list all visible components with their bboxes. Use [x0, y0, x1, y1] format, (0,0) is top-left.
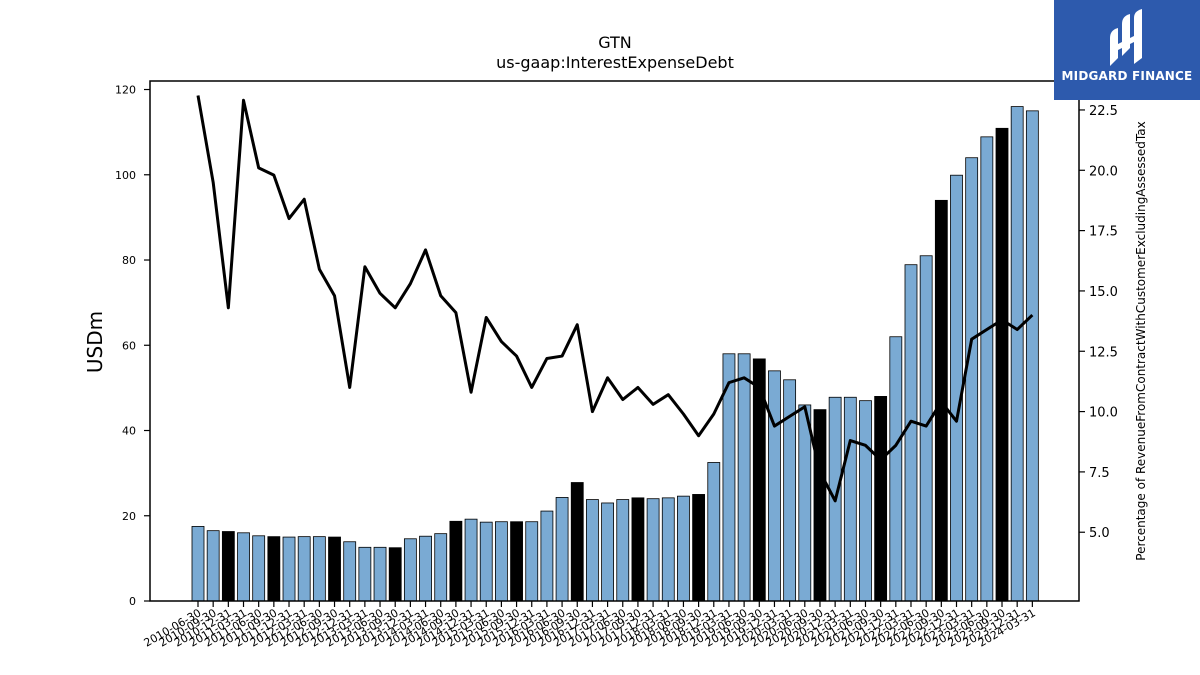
bar-2021-12-31 [889, 336, 903, 602]
bar-2014-12-31 [464, 518, 478, 602]
bar-2010-12-31 [221, 531, 235, 602]
bar-2015-09-30 [510, 521, 523, 602]
y-tick-label: 0 [129, 595, 136, 608]
bar-2022-12-31 [950, 174, 963, 602]
y2-ticks: 5.0 7.5 10.0 12.5 15.0 17.5 20.0 22.5 [1079, 104, 1118, 541]
y2-tick-label: 5.0 [1089, 526, 1110, 541]
y-ticks: 0 20 40 60 80 100 120 [115, 84, 150, 608]
y2-tick-label: 17.5 [1089, 225, 1118, 240]
bar-2013-09-30 [388, 547, 402, 602]
y-axis-label: USDm [83, 311, 107, 373]
bar-2012-06-30 [312, 536, 326, 602]
bar-2010-06-30 [191, 526, 205, 602]
chart-title: GTN [598, 33, 632, 52]
logo-text: MIDGARD FINANCE [1061, 69, 1193, 83]
y-tick-label: 40 [122, 425, 136, 438]
y2-tick-label: 20.0 [1089, 164, 1118, 179]
x-ticks: 2010-06-302010-09-302010-12-312011-03-31… [142, 601, 1038, 650]
bar-2018-09-30 [692, 494, 706, 602]
chart-subtitle: us-gaap:InterestExpenseDebt [496, 53, 734, 72]
bar-2013-06-30 [373, 546, 387, 602]
bar-2018-12-31 [707, 462, 721, 602]
bar-2021-09-30 [874, 396, 888, 602]
y2-tick-label: 12.5 [1089, 345, 1118, 360]
bar-2023-06-30 [980, 136, 994, 602]
bar-2010-09-30 [206, 530, 220, 602]
ratio-series-line [196, 95, 1034, 503]
bar-2016-12-31 [586, 499, 599, 602]
midgard-finance-logo: MIDGARD FINANCE [1054, 0, 1200, 100]
y2-tick-label: 10.0 [1089, 406, 1118, 421]
midgard-logo-icon [1110, 9, 1142, 66]
bar-2014-06-30 [434, 533, 448, 602]
bar-2019-12-31 [768, 370, 781, 602]
plot-frame [149, 80, 1080, 602]
bar-2011-03-31 [237, 532, 250, 602]
bar-2021-03-31 [843, 396, 857, 602]
bar-2014-03-31 [419, 535, 432, 602]
bar-2023-03-31 [965, 157, 979, 602]
bar-2017-06-30 [616, 499, 630, 602]
bar-2022-06-30 [919, 255, 933, 602]
y2-tick-label: 7.5 [1089, 466, 1110, 481]
bar-2017-12-31 [646, 498, 660, 602]
bar-2012-03-31 [297, 536, 311, 602]
bar-2016-09-30 [570, 482, 584, 602]
bar-2018-06-30 [677, 495, 690, 602]
y-tick-label: 80 [122, 254, 136, 267]
bar-2018-03-31 [661, 497, 675, 602]
bar-2015-03-31 [479, 521, 493, 602]
bar-2023-12-31 [1010, 106, 1024, 602]
bar-2020-09-30 [813, 409, 827, 602]
y-tick-label: 120 [115, 84, 136, 97]
bar-2016-03-31 [540, 510, 554, 602]
bar-2011-06-30 [252, 535, 266, 602]
bar-2021-06-30 [859, 400, 872, 602]
bar-2017-03-31 [601, 502, 614, 602]
bar-2023-09-30 [995, 127, 1009, 602]
bar-2024-03-31 [1025, 110, 1039, 602]
y-tick-label: 100 [115, 169, 136, 182]
bar-2016-06-30 [555, 497, 569, 602]
bar-2019-06-30 [737, 353, 751, 602]
bar-2013-12-31 [403, 538, 417, 602]
bar-2012-09-30 [328, 536, 341, 602]
bar-2017-09-30 [631, 497, 645, 602]
bar-2011-09-30 [267, 536, 281, 602]
y2-tick-label: 15.0 [1089, 285, 1118, 300]
y-tick-label: 60 [122, 339, 136, 352]
bar-2014-09-30 [449, 520, 463, 602]
y2-axis-label: Percentage of RevenueFromContractWithCus… [1134, 121, 1148, 560]
bars-group [191, 106, 1039, 602]
bar-2020-06-30 [798, 404, 812, 602]
bar-2011-12-31 [282, 536, 296, 602]
line-group [196, 95, 1034, 503]
bar-2022-03-31 [904, 264, 918, 602]
bar-2012-12-31 [343, 541, 357, 602]
bar-2013-03-31 [358, 546, 372, 602]
y-tick-label: 20 [122, 510, 136, 523]
bar-2015-06-30 [494, 521, 508, 602]
bar-2015-12-31 [525, 521, 539, 602]
y2-tick-label: 22.5 [1089, 104, 1118, 119]
